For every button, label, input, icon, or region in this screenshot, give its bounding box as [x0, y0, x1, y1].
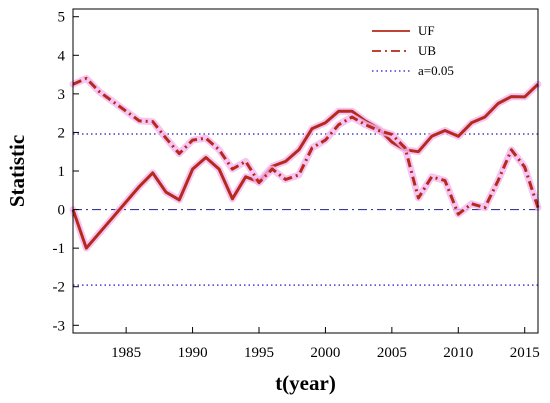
plot-frame: [72, 8, 539, 334]
y-tick-label-0: 0: [58, 203, 66, 219]
y-tick-label--2: -2: [53, 280, 66, 296]
legend: UF UB a=0.05: [372, 23, 454, 78]
x-axis: 1985 1990 1995 2000 2005 2010 2015: [111, 327, 540, 361]
legend-label-1: UB: [418, 43, 436, 58]
y-tick-label-5: 5: [58, 10, 66, 26]
y-tick-label-1: 1: [58, 164, 66, 180]
legend-label-2: a=0.05: [418, 63, 454, 78]
y-tick-label-2: 2: [58, 125, 66, 141]
series-line-ub: [72, 76, 540, 216]
x-axis-title: t(year): [275, 371, 336, 395]
x-tick-label-2005: 2005: [377, 345, 407, 361]
x-tick-label-1985: 1985: [111, 345, 141, 361]
y-tick-label--3: -3: [53, 318, 66, 334]
x-tick-label-2010: 2010: [443, 345, 473, 361]
series-line-uf: [71, 83, 540, 250]
y-tick-label--1: -1: [53, 241, 66, 257]
series-lines: [69, 74, 542, 252]
x-tick-label-2015: 2015: [510, 345, 540, 361]
y-tick-label-3: 3: [58, 87, 66, 103]
y-axis-title: Statistic: [5, 135, 29, 207]
legend-label-0: UF: [418, 23, 435, 38]
y-tick-label-4: 4: [58, 48, 66, 64]
x-tick-label-1990: 1990: [178, 345, 208, 361]
x-tick-label-2000: 2000: [310, 345, 340, 361]
y-axis: -3 -2 -1 0 1 2 3 4 5: [53, 10, 79, 334]
series-halo-ub: [69, 74, 542, 218]
x-tick-label-1995: 1995: [244, 345, 274, 361]
